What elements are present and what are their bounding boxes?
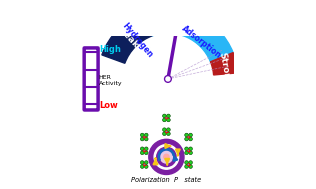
Circle shape [185,151,188,155]
Circle shape [143,164,145,165]
Circle shape [143,150,145,152]
Circle shape [185,137,188,141]
Circle shape [154,145,179,169]
Circle shape [166,131,167,133]
Text: Optimal: Optimal [149,0,192,9]
Circle shape [162,132,166,136]
Text: Weak: Weak [116,23,141,50]
Wedge shape [144,9,233,62]
Text: Low: Low [99,101,118,110]
Circle shape [140,151,144,155]
Circle shape [185,165,188,168]
Circle shape [185,133,188,137]
Circle shape [189,133,192,137]
Circle shape [167,132,170,136]
Text: Hydrogen: Hydrogen [120,21,155,59]
Circle shape [144,161,148,164]
Text: High: High [99,45,121,54]
Circle shape [166,117,167,119]
Circle shape [160,151,173,163]
Circle shape [189,137,192,141]
Circle shape [144,151,148,155]
Circle shape [167,114,170,118]
Circle shape [188,136,190,138]
Circle shape [188,164,190,165]
FancyBboxPatch shape [84,48,98,110]
Circle shape [188,150,190,152]
Circle shape [164,154,169,160]
Wedge shape [102,13,152,63]
Circle shape [144,137,148,141]
Circle shape [167,118,170,122]
Circle shape [185,161,188,164]
Circle shape [167,128,170,132]
Circle shape [189,147,192,151]
Circle shape [140,161,144,164]
Circle shape [140,133,144,137]
Circle shape [140,165,144,168]
Circle shape [162,114,166,118]
Wedge shape [210,53,238,75]
Circle shape [144,147,148,151]
Circle shape [143,136,145,138]
Text: Polarization  P   state: Polarization P state [131,177,202,183]
Circle shape [157,147,176,167]
Circle shape [140,147,144,151]
Text: Adsorption: Adsorption [179,24,222,60]
Circle shape [185,147,188,151]
Circle shape [149,139,184,174]
Circle shape [140,137,144,141]
Circle shape [166,77,170,81]
Circle shape [165,76,171,82]
Text: HER
Activity: HER Activity [99,75,123,86]
Circle shape [189,161,192,164]
Circle shape [144,133,148,137]
Text: Strong: Strong [218,51,233,87]
Circle shape [189,151,192,155]
Circle shape [162,128,166,132]
Circle shape [144,165,148,168]
Circle shape [162,118,166,122]
Circle shape [189,165,192,168]
